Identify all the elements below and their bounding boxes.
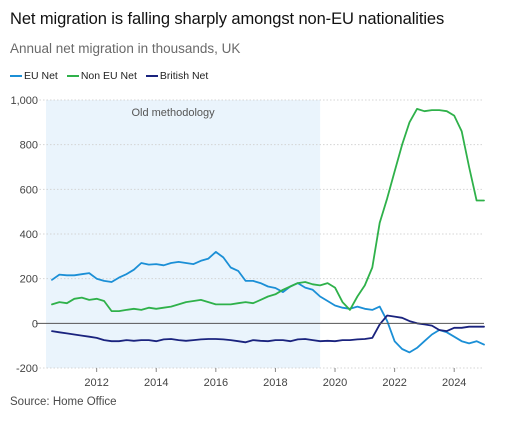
chart-title: Net migration is falling sharply amongst… (10, 10, 445, 28)
old-methodology-label: Old methodology (131, 107, 215, 119)
y-tick-label: 400 (20, 229, 38, 241)
series-line-non-eu-net (51, 108, 485, 313)
x-tick-label: 2022 (382, 377, 406, 389)
y-tick-label: 200 (20, 274, 38, 286)
x-tick-label: 2020 (323, 377, 347, 389)
legend-label-british-net: British Net (159, 70, 209, 82)
legend-label-eu-net: EU Net (24, 70, 58, 82)
chart-legend: EU Net Non EU Net British Net (10, 70, 208, 82)
x-tick-label: 2016 (204, 377, 228, 389)
y-tick-label: 1,000 (10, 95, 38, 107)
legend-swatch-british-net (145, 75, 158, 77)
x-tick-label: 2014 (144, 377, 168, 389)
legend-swatch-non-eu-net (66, 75, 79, 77)
x-tick-label: 2018 (263, 377, 287, 389)
legend-item-eu-net: EU Net (10, 70, 58, 82)
legend-swatch-eu-net (10, 75, 22, 77)
x-tick-label: 2024 (442, 377, 466, 389)
y-tick-label: 0 (32, 318, 38, 330)
y-tick-label: 800 (20, 140, 38, 152)
legend-item-british-net: British Net (145, 70, 209, 82)
y-tick-label: -200 (16, 363, 38, 375)
x-tick-label: 2012 (84, 377, 108, 389)
series-line-eu-net (51, 250, 485, 354)
chart-subtitle: Annual net migration in thousands, UK (10, 41, 241, 56)
series-line-british-net (51, 314, 485, 344)
y-tick-label: 600 (20, 184, 38, 196)
legend-label-non-eu-net: Non EU Net (80, 70, 137, 82)
legend-item-non-eu-net: Non EU Net (66, 70, 137, 82)
chart-source: Source: Home Office (10, 396, 117, 408)
